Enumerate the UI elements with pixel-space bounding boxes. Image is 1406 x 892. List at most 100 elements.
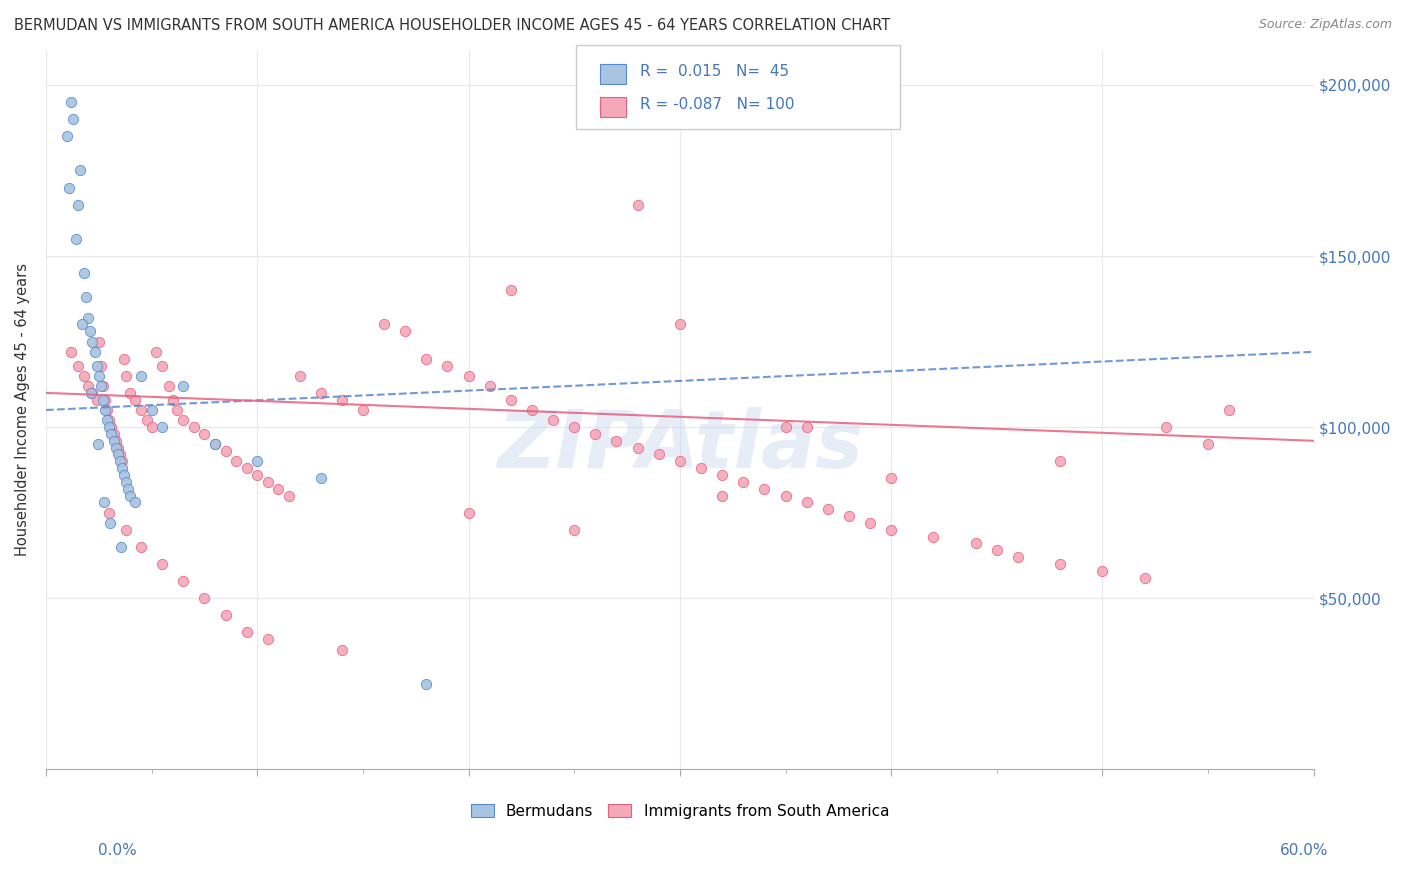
Point	[669, 318, 692, 332]
Point	[108, 448, 131, 462]
Point	[100, 516, 122, 530]
Point	[267, 482, 290, 496]
Point	[246, 468, 269, 483]
Point	[100, 426, 122, 441]
Text: 0.0%: 0.0%	[98, 843, 138, 858]
Point	[1007, 550, 1029, 565]
Point	[96, 403, 118, 417]
Point	[60, 95, 83, 109]
Point	[796, 420, 818, 434]
Point	[256, 475, 278, 489]
Point	[583, 426, 606, 441]
Point	[754, 482, 776, 496]
Point	[172, 574, 194, 588]
Point	[98, 413, 121, 427]
Point	[60, 344, 83, 359]
Point	[93, 495, 115, 509]
Point	[330, 392, 353, 407]
Point	[87, 368, 110, 383]
Point	[87, 334, 110, 349]
Point	[66, 359, 89, 373]
Point	[330, 642, 353, 657]
Point	[62, 112, 84, 127]
Point	[87, 437, 110, 451]
Point	[775, 489, 797, 503]
Point	[626, 441, 648, 455]
Point	[193, 591, 215, 606]
Text: BERMUDAN VS IMMIGRANTS FROM SOUTH AMERICA HOUSEHOLDER INCOME AGES 45 - 64 YEARS : BERMUDAN VS IMMIGRANTS FROM SOUTH AMERIC…	[14, 18, 890, 33]
Point	[1091, 564, 1114, 578]
Point	[91, 392, 114, 407]
Point	[499, 392, 522, 407]
Point	[91, 379, 114, 393]
Point	[1197, 437, 1219, 451]
Point	[104, 434, 127, 448]
Point	[172, 413, 194, 427]
Point	[225, 454, 247, 468]
Point	[96, 413, 118, 427]
Point	[70, 318, 93, 332]
Point	[478, 379, 501, 393]
Text: Source: ZipAtlas.com: Source: ZipAtlas.com	[1258, 18, 1392, 31]
Point	[73, 266, 96, 280]
Point	[107, 448, 129, 462]
Point	[90, 359, 112, 373]
Point	[309, 471, 332, 485]
Point	[415, 351, 437, 366]
Point	[129, 403, 152, 417]
Text: R =  0.015   N=  45: R = 0.015 N= 45	[640, 64, 789, 79]
Point	[817, 502, 839, 516]
Point	[1133, 571, 1156, 585]
Point	[457, 368, 479, 383]
Point	[107, 441, 129, 455]
Point	[235, 625, 257, 640]
Point	[166, 403, 188, 417]
Point	[711, 489, 734, 503]
Point	[214, 608, 236, 623]
Point	[98, 506, 121, 520]
Text: ZIPAtlas: ZIPAtlas	[496, 407, 863, 485]
Point	[986, 543, 1008, 558]
Point	[922, 530, 945, 544]
Point	[103, 434, 125, 448]
Point	[111, 461, 134, 475]
Point	[136, 413, 159, 427]
Text: 60.0%: 60.0%	[1281, 843, 1329, 858]
Point	[79, 324, 101, 338]
Point	[66, 197, 89, 211]
Point	[58, 180, 80, 194]
Point	[124, 392, 146, 407]
Point	[669, 454, 692, 468]
Point	[648, 448, 671, 462]
Point	[626, 197, 648, 211]
Point	[111, 454, 134, 468]
Point	[352, 403, 374, 417]
Point	[880, 523, 903, 537]
Point	[605, 434, 627, 448]
Point	[562, 523, 585, 537]
Point	[129, 540, 152, 554]
Point	[183, 420, 205, 434]
Point	[65, 232, 87, 246]
Point	[204, 437, 226, 451]
Point	[100, 420, 122, 434]
Point	[965, 536, 987, 550]
Point	[69, 163, 91, 178]
Point	[112, 468, 135, 483]
Point	[98, 420, 121, 434]
Point	[80, 385, 103, 400]
Point	[115, 475, 138, 489]
Point	[394, 324, 416, 338]
Point	[436, 359, 458, 373]
Point	[73, 368, 96, 383]
Point	[103, 426, 125, 441]
Point	[124, 495, 146, 509]
Point	[172, 379, 194, 393]
Point	[859, 516, 882, 530]
Point	[115, 523, 138, 537]
Point	[373, 318, 395, 332]
Point	[77, 379, 100, 393]
Point	[129, 368, 152, 383]
Point	[120, 489, 142, 503]
Point	[288, 368, 311, 383]
